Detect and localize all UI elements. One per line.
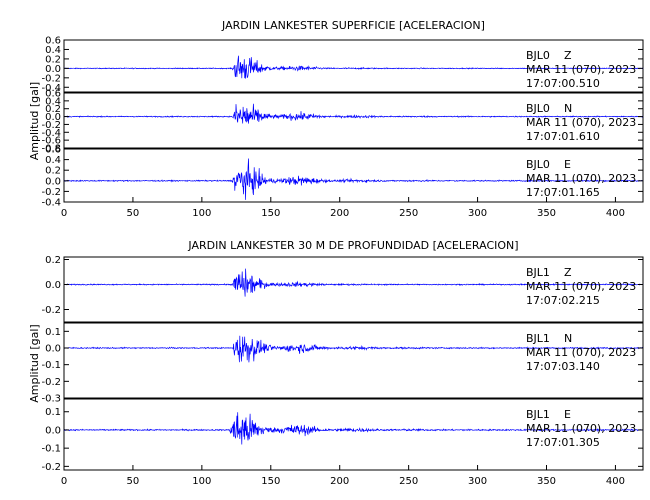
- x-tick-label: 0: [61, 208, 67, 219]
- y-tick-label: 0.6: [45, 89, 61, 100]
- y-tick-label: 0.0: [45, 112, 61, 123]
- y-tick-label: -0.2: [41, 73, 61, 84]
- panel-frame: [63, 398, 644, 471]
- y-tick-label: 0.1: [45, 407, 61, 418]
- x-tick-label: 50: [127, 208, 140, 219]
- y-tick-label: -0.1: [41, 444, 61, 455]
- y-tick-label: 0.0: [45, 425, 61, 436]
- y-tick-label: 0.6: [45, 145, 61, 156]
- panel-frame: [63, 92, 644, 149]
- y-axis-label: Amplitud [gal]: [28, 82, 41, 160]
- x-tick-label: 300: [468, 208, 487, 219]
- y-axis-label: Amplitud [gal]: [28, 324, 41, 402]
- panel-frame: [63, 256, 644, 323]
- station-code: BJL1: [526, 266, 550, 279]
- x-tick-label: 350: [537, 208, 556, 219]
- x-tick-label: 100: [192, 208, 211, 219]
- waveform-trace: [64, 55, 644, 79]
- y-tick-label: -0.4: [41, 198, 61, 209]
- y-tick-label: 0.2: [45, 54, 61, 65]
- y-tick-label: 0.1: [45, 327, 61, 338]
- panel-frame: [63, 39, 644, 93]
- x-tick-label: 50: [127, 476, 140, 487]
- chart-title: JARDIN LANKESTER 30 M DE PROFUNDIDAD [AC…: [187, 239, 518, 252]
- x-tick-label: 350: [537, 476, 556, 487]
- x-tick-label: 150: [261, 208, 280, 219]
- y-tick-label: -0.4: [41, 83, 61, 94]
- waveform-trace: [63, 412, 644, 445]
- x-tick-label: 200: [330, 476, 349, 487]
- station-code: BJL0: [526, 158, 550, 171]
- record-time: 17:07:03.140: [526, 360, 600, 373]
- y-tick-label: -0.2: [41, 120, 61, 131]
- panel-frame: [63, 148, 644, 203]
- y-tick-label: 0.0: [45, 176, 61, 187]
- record-time: 17:07:00.510: [526, 77, 600, 90]
- y-tick-label: 0.0: [45, 280, 61, 291]
- y-tick-label: 0.6: [45, 36, 61, 47]
- waveform-trace: [63, 103, 644, 124]
- y-tick-label: 0.4: [45, 155, 61, 166]
- component-label: E: [564, 408, 571, 421]
- station-code: BJL0: [526, 49, 550, 62]
- y-tick-label: 0.2: [45, 166, 61, 177]
- y-tick-label: 0.4: [45, 45, 61, 56]
- station-code: BJL0: [526, 102, 550, 115]
- component-label: Z: [564, 49, 572, 62]
- record-time: 17:07:01.610: [526, 130, 600, 143]
- y-tick-label: -0.2: [41, 377, 61, 388]
- record-time: 17:07:01.165: [526, 186, 600, 199]
- x-tick-label: 400: [606, 208, 625, 219]
- y-tick-label: -0.2: [41, 462, 61, 473]
- station-code: BJL1: [526, 332, 550, 345]
- y-tick-label: 0.4: [45, 96, 61, 107]
- x-tick-label: 150: [261, 476, 280, 487]
- record-date: MAR 11 (070), 2023: [526, 422, 636, 435]
- record-date: MAR 11 (070), 2023: [526, 172, 636, 185]
- component-label: N: [564, 332, 572, 345]
- component-label: Z: [564, 266, 572, 279]
- record-time: 17:07:01.305: [526, 436, 600, 449]
- x-tick-label: 250: [399, 208, 418, 219]
- waveform-trace: [63, 268, 644, 297]
- component-label: N: [564, 102, 572, 115]
- waveform-trace: [63, 158, 644, 200]
- y-tick-label: -0.8: [41, 144, 61, 155]
- waveform-trace: [63, 335, 644, 363]
- y-tick-label: -0.4: [41, 128, 61, 139]
- y-tick-label: -0.3: [41, 394, 61, 405]
- record-date: MAR 11 (070), 2023: [526, 346, 636, 359]
- y-tick-label: 0.2: [45, 104, 61, 115]
- y-tick-label: 0.0: [45, 64, 61, 75]
- component-label: E: [564, 158, 571, 171]
- y-tick-label: -0.2: [41, 187, 61, 198]
- y-tick-label: 0.0: [45, 344, 61, 355]
- chart-title: JARDIN LANKESTER SUPERFICIE [ACELERACION…: [221, 19, 485, 32]
- record-time: 17:07:02.215: [526, 294, 600, 307]
- station-code: BJL1: [526, 408, 550, 421]
- x-tick-label: 200: [330, 208, 349, 219]
- panel-frame: [63, 322, 644, 399]
- x-tick-label: 300: [468, 476, 487, 487]
- record-date: MAR 11 (070), 2023: [526, 280, 636, 293]
- x-tick-label: 250: [399, 476, 418, 487]
- x-tick-label: 400: [606, 476, 625, 487]
- y-tick-label: -0.6: [41, 136, 61, 147]
- y-tick-label: 0.2: [45, 255, 61, 266]
- y-tick-label: -0.1: [41, 360, 61, 371]
- record-date: MAR 11 (070), 2023: [526, 63, 636, 76]
- y-tick-label: -0.2: [41, 305, 61, 316]
- x-tick-label: 100: [192, 476, 211, 487]
- record-date: MAR 11 (070), 2023: [526, 116, 636, 129]
- x-tick-label: 0: [61, 476, 67, 487]
